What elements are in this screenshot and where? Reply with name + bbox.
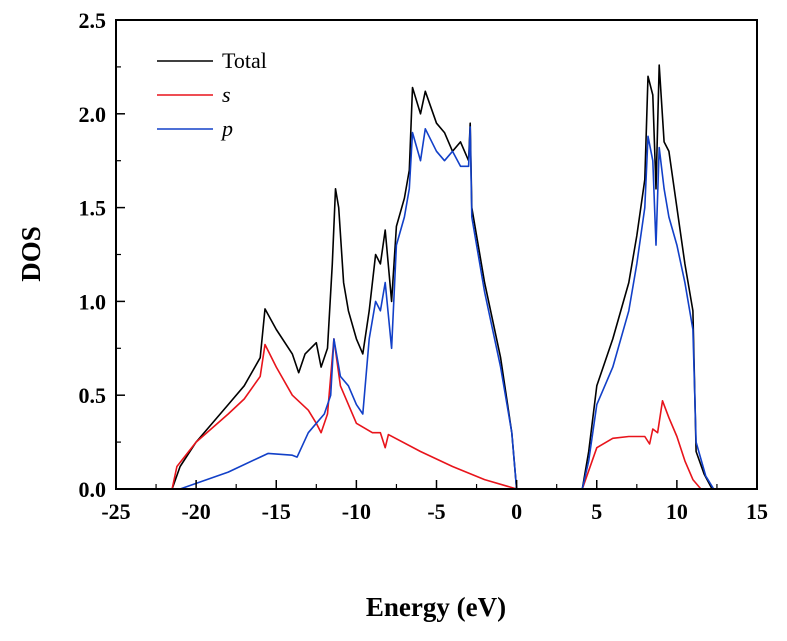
legend: Total sp [157, 48, 267, 141]
x-tick-label: -20 [181, 499, 210, 524]
x-axis-title: Energy (eV) [366, 592, 506, 622]
y-tick-label: 0.5 [79, 383, 107, 408]
legend-label-p: p [220, 116, 233, 141]
y-tick-label: 2.5 [79, 8, 107, 33]
y-tick-label: 1.5 [79, 196, 107, 221]
x-tick-label: -5 [427, 499, 445, 524]
y-axis-title: DOS [16, 226, 46, 282]
legend-label-s: s [222, 82, 231, 107]
y-tick-label: 2.0 [79, 102, 107, 127]
series-line-p [148, 126, 741, 490]
series-layer [148, 64, 741, 490]
x-tick-label: -10 [342, 499, 371, 524]
legend-label-total: Total [222, 48, 267, 73]
series-line-s [171, 338, 741, 490]
x-tick-label: 15 [746, 499, 768, 524]
x-tick-label: 0 [511, 499, 522, 524]
y-tick-label: 0.0 [79, 477, 107, 502]
x-tick-label: 5 [591, 499, 602, 524]
series-line-total [148, 64, 741, 490]
x-tick-label: 10 [666, 499, 688, 524]
y-tick-label: 1.0 [79, 289, 107, 314]
ticks-layer: -25 -20 -15 -10 -5 0 5 10 15 0.0 0.5 1.0 1.5 2.0 2.5 [79, 8, 769, 524]
x-tick-label: -25 [101, 499, 130, 524]
x-tick-label: -15 [262, 499, 291, 524]
